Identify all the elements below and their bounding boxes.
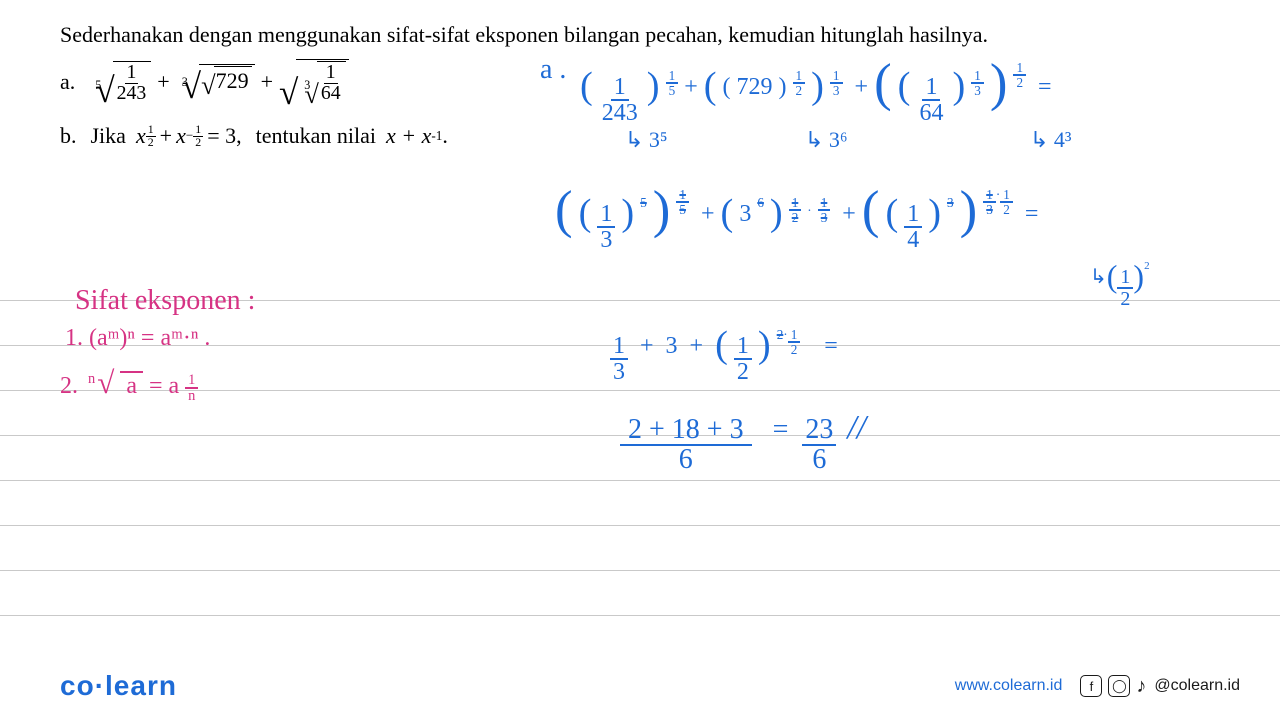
footer: co·learn www.colearn.id f ◯ ♪ @colearn.i… (60, 670, 1240, 702)
blue-row-3: 13 + 3 + ( 12 ) 2·12 = (610, 320, 838, 384)
instagram-icon[interactable]: ◯ (1108, 675, 1130, 697)
logo: co·learn (60, 670, 177, 702)
red-title: Sifat eksponen : (75, 285, 255, 317)
term-a2: 3 √ √ 729 (176, 64, 255, 100)
term-a3: √ 3 √ 1 64 (279, 59, 349, 106)
social-handle: @colearn.id (1154, 677, 1240, 695)
blue-label-a: a . (540, 55, 566, 86)
expr-b: x 12 + x −12 = 3, (136, 123, 246, 149)
tiktok-icon[interactable]: ♪ (1136, 675, 1146, 698)
blue-hint-1: ↳ 3⁵ (625, 128, 668, 152)
page: Sederhanakan dengan menggunakan sifat-si… (0, 0, 1280, 720)
label-a: a. (60, 69, 75, 95)
footer-url[interactable]: www.colearn.id (955, 677, 1063, 695)
blue-row-1: ( 1243 ) 15 + ( ( 729 ) 12 ) 13 + ( ( 16… (580, 48, 1220, 125)
red-rule-2: 2. n √ a = a 1n (60, 365, 198, 404)
blue-row-2: ( ( 13 ) 5 ) 15 + ( 3 6 ) 12 · 13 + ( ( … (555, 175, 1225, 252)
social-icons: f ◯ ♪ @colearn.id (1080, 675, 1240, 698)
facebook-icon[interactable]: f (1080, 675, 1102, 697)
blue-hint-3: ↳ 4³ (1030, 128, 1072, 152)
problem-instruction: Sederhanakan dengan menggunakan sifat-si… (60, 20, 1040, 51)
blue-row-2-tail: ↳(12)2 (1090, 255, 1150, 309)
red-rule-1: 1. (aᵐ)ⁿ = aᵐ·ⁿ . (65, 325, 210, 352)
term-a1: 5 √ 1 243 (89, 61, 151, 104)
blue-row-4: 2 + 18 + 36 = 236 // (620, 410, 866, 474)
blue-hint-2: ↳ 3⁶ (805, 128, 848, 152)
expr-a: 5 √ 1 243 + 3 √ √ 729 (89, 59, 348, 106)
label-b: b. (60, 123, 77, 149)
